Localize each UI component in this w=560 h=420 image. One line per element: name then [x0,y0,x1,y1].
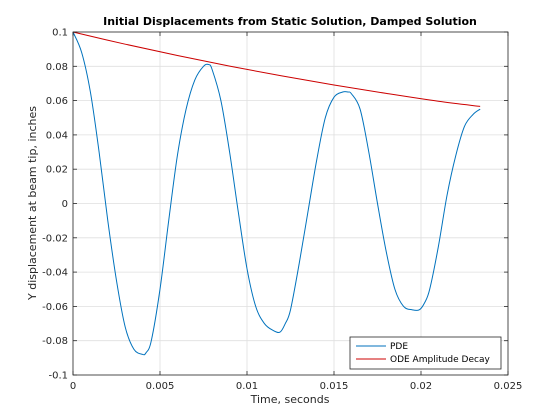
y-tick-label: 0 [62,199,68,210]
y-tick-label: -0.08 [42,336,68,347]
y-tick-label: -0.06 [42,302,68,313]
y-tick-label: 0.08 [46,62,68,73]
x-tick-label: 0.025 [494,381,523,392]
x-tick-label: 0.015 [320,381,349,392]
y-tick-label: -0.1 [48,371,68,382]
series-line-pde [72,31,481,356]
grid-layer [72,31,509,376]
legend-label-ode: ODE Amplitude Decay [390,355,490,365]
x-axis-label: Time, seconds [250,393,330,406]
x-tick-label: 0.005 [146,381,175,392]
y-tick-label: 0.06 [46,96,68,107]
legend-label-pde: PDE [390,342,408,352]
y-tick-label: -0.04 [42,268,68,279]
y-tick-label: 0.04 [46,130,68,141]
y-axis-label: Y displacement at beam tip, inches [26,106,39,301]
series-line-ode-amplitude-decay [72,31,481,107]
y-tick-label: 0.1 [52,28,68,39]
legend: PDE ODE Amplitude Decay [349,336,502,370]
x-tick-label: 0 [70,381,76,392]
chart-title: Initial Displacements from Static Soluti… [103,15,477,28]
x-tick-label: 0.01 [236,381,258,392]
y-tick-label: -0.02 [42,233,68,244]
series-layer [72,31,481,356]
x-tick-label: 0.02 [410,381,432,392]
legend-box [349,336,502,370]
tick-layer: 0 0.005 0.01 0.015 0.02 0.025 -0.1 -0.08 -0.06 -0… [42,28,522,393]
y-tick-label: 0.02 [46,165,68,176]
